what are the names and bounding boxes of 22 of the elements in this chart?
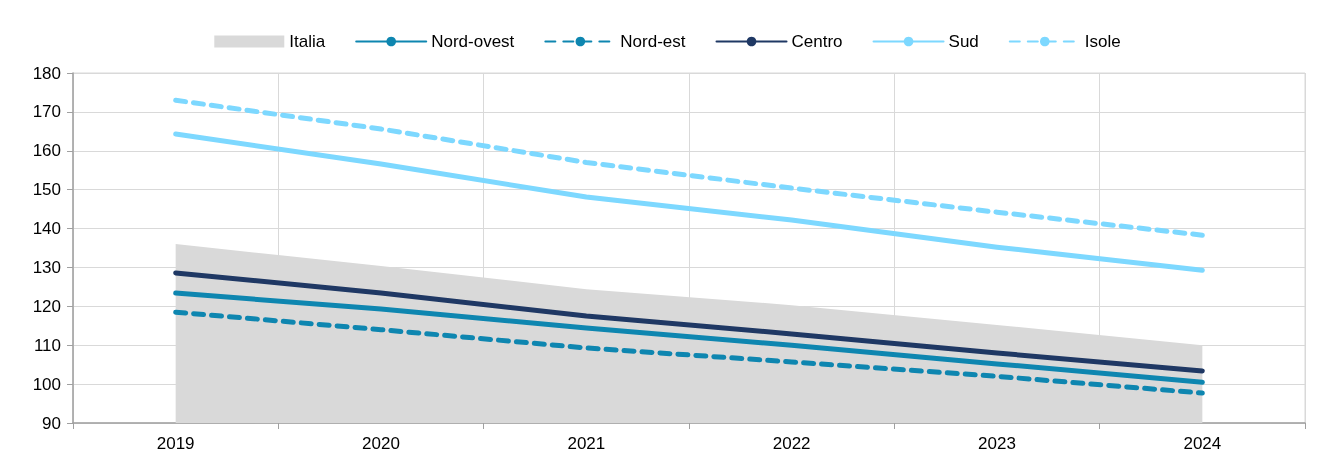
x-tick-label: 2021 (567, 434, 606, 453)
legend-label: Nord-est (620, 32, 686, 51)
y-tick-label: 180 (32, 63, 61, 83)
x-tick-label: 2022 (772, 434, 811, 453)
y-tick-label: 110 (33, 335, 61, 355)
y-tick-label: 130 (32, 257, 61, 277)
legend-label: Sud (948, 32, 979, 51)
x-tick-label: 2023 (978, 434, 1016, 453)
x-tick-label: 2020 (362, 434, 400, 453)
y-tick-label: 160 (32, 141, 61, 161)
legend-label: Isole (1084, 32, 1121, 51)
x-tick-label: 2019 (156, 434, 195, 453)
x-tick-label: 2024 (1183, 434, 1222, 453)
y-tick-label: 150 (32, 180, 61, 200)
y-tick-label: 90 (42, 413, 61, 433)
legend-label: Nord-ovest (431, 32, 515, 51)
y-tick-label: 140 (32, 219, 61, 239)
legend-label: Centro (791, 32, 843, 51)
y-tick-label: 100 (32, 374, 61, 394)
y-tick-label: 170 (32, 102, 61, 122)
legend-label: Italia (289, 32, 326, 51)
y-tick-label: 120 (32, 296, 61, 316)
